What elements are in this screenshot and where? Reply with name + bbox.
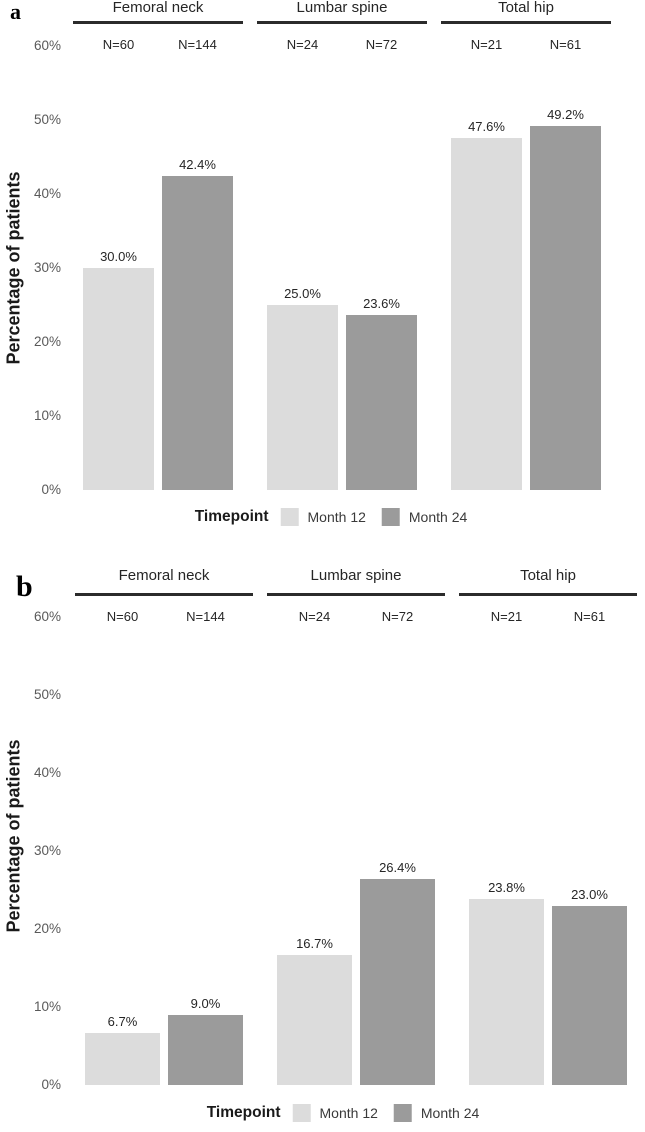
- bar-value-label-month-12-total-hip: 23.8%: [488, 880, 525, 896]
- group-underline-total-hip: [459, 593, 637, 596]
- panel-letter-b: b: [16, 570, 33, 603]
- n-label-month-12-lumbar-spine: N=24: [298, 609, 331, 624]
- group-underline-total-hip: [441, 21, 611, 24]
- group-underline-lumbar-spine: [267, 593, 445, 596]
- y-tick-60-: 60%: [33, 38, 61, 53]
- n-label-month-24-femoral-neck: N=144: [178, 37, 217, 52]
- bar-value-label-month-24-lumbar-spine: 26.4%: [379, 860, 416, 876]
- bar-month-24-total-hip: [552, 905, 627, 1085]
- group-header-lumbar-spine: Lumbar spine: [296, 0, 388, 16]
- bar-month-24-total-hip: [530, 125, 601, 490]
- group-underline-femoral-neck: [73, 21, 243, 24]
- bar-value-label-month-12-lumbar-spine: 25.0%: [284, 286, 321, 301]
- bar-month-12-total-hip: [469, 899, 544, 1085]
- bar-value-label-month-12-total-hip: 47.6%: [468, 118, 505, 134]
- bar-value-label-month-12-femoral-neck: 30.0%: [100, 249, 137, 264]
- bar-value-label-month-12-femoral-neck: 6.7%: [107, 1013, 138, 1029]
- panel-a: a Percentage of patients 60% 50% 40% 30% 20%…: [4, 0, 611, 526]
- y-tick-40-: 40%: [33, 186, 61, 201]
- bar-month-12-lumbar-spine: [277, 954, 352, 1085]
- n-label-month-12-total-hip: N=21: [470, 37, 503, 52]
- y-tick-60-: 60%: [33, 609, 61, 624]
- n-label-month-24-total-hip: N=61: [549, 37, 582, 52]
- legend-label-month-12: Month 12: [319, 1105, 378, 1121]
- legend-title: Timepoint: [206, 1104, 281, 1121]
- group-header-lumbar-spine: Lumbar spine: [310, 567, 402, 584]
- bar-month-24-femoral-neck: [168, 1014, 243, 1085]
- bar-month-12-femoral-neck: [83, 268, 154, 490]
- y-tick-20-: 20%: [33, 921, 61, 936]
- legend-swatch-month-12: [292, 1104, 311, 1122]
- group-underline-femoral-neck: [75, 593, 253, 596]
- bar-month-12-femoral-neck: [85, 1032, 160, 1085]
- y-tick-50-: 50%: [33, 112, 61, 127]
- group-underline-lumbar-spine: [257, 21, 427, 24]
- legend-label-month-24: Month 24: [420, 1105, 480, 1121]
- group-header-femoral-neck: Femoral neck: [118, 567, 210, 584]
- n-label-month-24-lumbar-spine: N=72: [381, 609, 414, 624]
- y-tick-40-: 40%: [33, 765, 61, 780]
- bar-value-label-month-24-femoral-neck: 42.4%: [179, 157, 216, 173]
- legend-swatch-month-24: [381, 508, 400, 526]
- n-label-month-12-femoral-neck: N=60: [106, 609, 139, 624]
- group-header-femoral-neck: Femoral neck: [112, 0, 204, 16]
- panel-b: b Percentage of patients 60% 50% 40% 30% 20%…: [0, 566, 645, 1132]
- y-tick-0-: 0%: [41, 1077, 61, 1092]
- bar-month-24-lumbar-spine: [360, 879, 435, 1085]
- legend: Timepoint Month 12 Month 24: [195, 508, 484, 526]
- y-tick-50-: 50%: [33, 687, 61, 702]
- n-label-month-24-lumbar-spine: N=72: [365, 37, 398, 52]
- legend-title: Timepoint: [194, 508, 269, 525]
- y-tick-30-: 30%: [33, 260, 61, 275]
- legend-swatch-month-12: [280, 508, 299, 526]
- group-header-total-hip: Total hip: [498, 0, 554, 16]
- y-tick-10-: 10%: [33, 999, 61, 1014]
- legend: Timepoint Month 12 Month 24: [207, 1104, 496, 1122]
- panel-letter-a: a: [10, 0, 21, 24]
- y-tick-30-: 30%: [33, 843, 61, 858]
- bar-month-12-total-hip: [451, 137, 522, 490]
- n-label-month-12-lumbar-spine: N=24: [286, 37, 319, 52]
- legend-swatch-month-24: [393, 1104, 412, 1122]
- bar-value-label-month-24-total-hip: 49.2%: [547, 106, 584, 122]
- bar-month-12-lumbar-spine: [267, 305, 338, 490]
- y-tick-10-: 10%: [33, 408, 61, 423]
- group-header-total-hip: Total hip: [520, 567, 576, 584]
- n-label-month-24-total-hip: N=61: [573, 609, 606, 624]
- bar-value-label-month-12-lumbar-spine: 16.7%: [296, 935, 333, 951]
- bar-value-label-month-24-femoral-neck: 9.0%: [190, 995, 221, 1011]
- bar-month-24-femoral-neck: [162, 176, 233, 490]
- n-label-month-12-total-hip: N=21: [490, 609, 523, 624]
- y-tick-0-: 0%: [41, 482, 61, 497]
- y-tick-20-: 20%: [33, 334, 61, 349]
- legend-label-month-24: Month 24: [408, 509, 468, 525]
- bar-value-label-month-24-lumbar-spine: 23.6%: [363, 296, 400, 312]
- n-label-month-12-femoral-neck: N=60: [102, 37, 135, 52]
- n-label-month-24-femoral-neck: N=144: [186, 609, 225, 624]
- bar-month-24-lumbar-spine: [346, 315, 417, 490]
- legend-label-month-12: Month 12: [307, 509, 366, 525]
- bar-value-label-month-24-total-hip: 23.0%: [571, 886, 608, 902]
